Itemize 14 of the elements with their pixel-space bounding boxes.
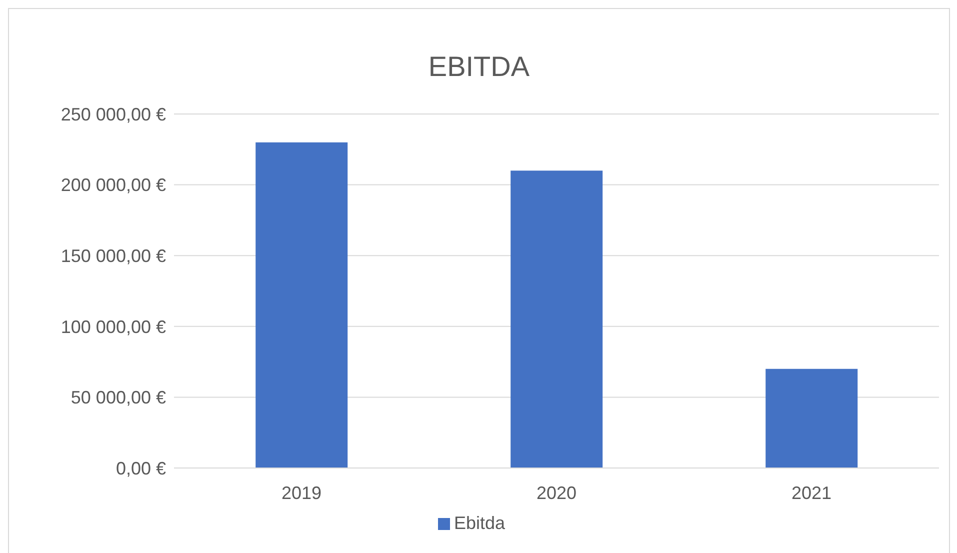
legend-label: Ebitda xyxy=(454,513,506,533)
y-tick-label: 150 000,00 € xyxy=(60,246,166,266)
y-tick-label: 0,00 € xyxy=(116,458,166,478)
chart-title: EBITDA xyxy=(427,51,531,83)
bar xyxy=(510,170,603,468)
y-tick-label: 200 000,00 € xyxy=(60,175,166,196)
y-tick-label: 50 000,00 € xyxy=(70,388,166,408)
bar xyxy=(256,142,348,468)
x-tick-label: 2021 xyxy=(791,482,832,503)
y-tick-label: 100 000,00 € xyxy=(60,316,166,337)
y-tick-label: 250 000,00 € xyxy=(60,104,166,124)
x-tick-label: 2020 xyxy=(536,482,577,503)
bar xyxy=(766,368,858,468)
x-tick-label: 2019 xyxy=(281,482,322,503)
